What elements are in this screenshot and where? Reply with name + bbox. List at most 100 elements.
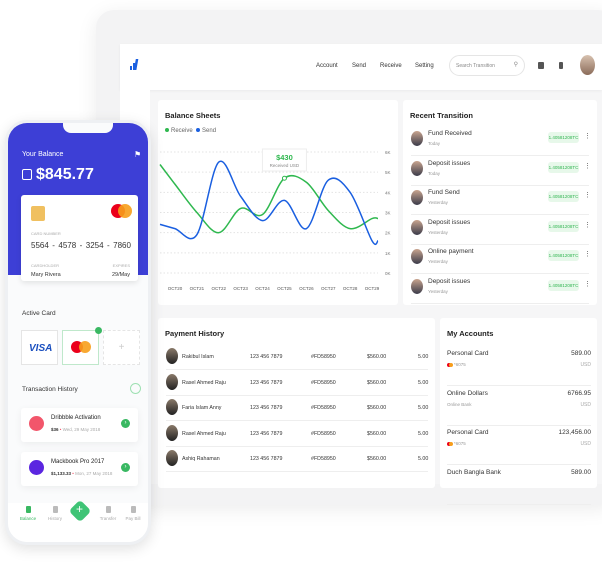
transaction-icon	[29, 416, 44, 431]
mastercard-option[interactable]	[62, 327, 102, 365]
account-unit: USD	[580, 441, 591, 447]
payment-amount: $560.00	[367, 379, 387, 386]
transaction-date: Today	[428, 170, 441, 176]
tab-pay-bill[interactable]: Pay Bill	[123, 506, 143, 521]
highlight-point[interactable]	[281, 175, 287, 181]
payment-fee: 5.00	[418, 405, 429, 411]
phone-app: Your Balance ⚑ $845.77 CARD NUMBER 5564-…	[5, 120, 151, 545]
account-item[interactable]: Online Dollars 6766.95 Online Bank USD	[447, 386, 591, 426]
bell-icon[interactable]: ⚑	[134, 150, 142, 159]
account-value: 6766.95	[567, 389, 592, 397]
message-icon[interactable]	[538, 62, 544, 69]
payment-amount: $560.00	[367, 405, 387, 411]
payment-fee: 5.00	[418, 354, 429, 360]
payment-row[interactable]: Ashiq Rahaman 123 456 7879 #FD58950 $560.00…	[166, 447, 428, 472]
account-unit: USD	[580, 362, 591, 368]
avatar	[166, 373, 178, 390]
more-icon[interactable]: ⋮	[584, 221, 591, 229]
bank-card[interactable]: CARD NUMBER 5564-4578-3254-7860 CARDHOLD…	[21, 195, 138, 281]
more-icon[interactable]: ⋮	[584, 133, 591, 140]
payment-id: #FD58950	[311, 354, 336, 360]
transaction-item[interactable]: Fund Received Today 1.40581208TC ⋮	[411, 127, 591, 156]
avatar	[166, 399, 178, 415]
x-tick-label: OCT25	[277, 286, 292, 291]
transaction-item[interactable]: Deposit issues Yesterday 1.40581208TC ⋮	[411, 216, 591, 245]
notification-icon[interactable]	[559, 62, 563, 69]
more-icon[interactable]: ⋮	[584, 192, 591, 199]
chevron-right-icon[interactable]: ›	[121, 463, 130, 472]
more-icon[interactable]: ⋮	[584, 162, 591, 170]
account-value: 589.00	[571, 468, 591, 476]
nav-send[interactable]: Send	[352, 63, 367, 69]
plus-icon: +	[76, 502, 84, 516]
x-tick-label: OCT27	[321, 286, 336, 291]
account-sub: *6075	[447, 441, 466, 446]
payment-row[interactable]: Rakibul Islam 123 456 7879 #FD58950 $560.00…	[166, 345, 428, 370]
avatar	[166, 348, 178, 364]
x-tick-label: OCT28	[343, 286, 358, 291]
add-card-button[interactable]: +	[103, 330, 140, 365]
payee-name: Rasel Ahmed Raju	[182, 379, 226, 386]
nav-receive[interactable]: Receive	[380, 63, 402, 69]
dashboard-screen: Account Send Receive Setting Search Tran…	[120, 44, 602, 505]
tab-transfer[interactable]: Transfer	[98, 506, 118, 521]
add-transaction-button[interactable]	[130, 383, 141, 394]
transaction-item[interactable]: Deposit issues Yesterday 1.40581208TC ⋮	[411, 275, 591, 304]
transaction-item[interactable]: Online payment Yesterday 1.40581208TC ⋮	[411, 245, 591, 274]
search-icon: ⚲	[513, 62, 518, 68]
my-accounts-card: My Accounts Personal Card 589.00 *6075 USD O…	[440, 318, 597, 505]
amount-badge: 1.40581208TC	[548, 250, 579, 261]
chart-legend: Receive Send	[165, 128, 216, 134]
balance-chart: 0K 1K 2K 3K 4K 5K 6K OCT20 OCT21 OCT22 OCT23 OCT24 O…	[159, 148, 391, 291]
payment-fee: 5.00	[418, 430, 429, 437]
phone-transaction[interactable]: Mackbook Pro 2017 $1,133.33 • Mon, 27 May…	[21, 452, 138, 486]
x-tick-label: OCT20	[168, 286, 183, 291]
payment-id: #FD58950	[311, 379, 336, 386]
avatar	[411, 219, 423, 235]
card-number: 5564-4578-3254-7860	[31, 241, 131, 250]
payment-fee: 5.00	[418, 379, 429, 386]
more-icon[interactable]: ⋮	[584, 280, 591, 288]
payee-phone: 123 456 7879	[250, 405, 283, 411]
top-bar: Account Send Receive Setting Search Tran…	[120, 44, 602, 90]
payment-id: #FD58950	[311, 456, 336, 462]
more-icon[interactable]: ⋮	[584, 251, 591, 258]
y-tick-label: 2K	[385, 231, 391, 236]
transaction-meta: $1,133.33 • Mon, 27 May 2018	[51, 471, 113, 476]
account-item[interactable]: Personal Card 589.00 *6075 USD	[447, 346, 591, 386]
search-placeholder: Search Transition	[456, 63, 495, 69]
x-tick-label: OCT24	[255, 286, 270, 291]
avatar	[411, 249, 423, 264]
payment-amount: $560.00	[367, 430, 387, 437]
tooltip-value: $430	[276, 153, 293, 162]
card-title: Recent Transition	[410, 111, 473, 120]
check-icon	[95, 327, 102, 334]
tab-balance[interactable]: Balance	[18, 506, 38, 521]
payee-name: Rasel Ahmed Raju	[182, 430, 226, 437]
transaction-meta: $36 • Wed, 29 May 2018	[51, 427, 101, 432]
transaction-date: Today	[428, 141, 441, 146]
account-name: Online Dollars	[447, 389, 488, 397]
chevron-right-icon[interactable]: ›	[121, 419, 130, 428]
payment-row[interactable]: Faria Islam Anny 123 456 7879 #FD58950 $560…	[166, 396, 428, 421]
payment-row[interactable]: Rasel Ahmed Raju 123 456 7879 #FD58950 $560…	[166, 371, 428, 396]
y-tick-label: 5K	[385, 170, 391, 175]
nav-account[interactable]: Account	[316, 63, 338, 69]
visa-card-option[interactable]: VISA	[21, 330, 58, 365]
transaction-item[interactable]: Fund Send Yesterday 1.40581208TC ⋮	[411, 186, 591, 215]
x-tick-label: OCT26	[299, 286, 314, 291]
payment-history-card: Payment History Rakibul Islam 123 456 787…	[158, 318, 435, 488]
account-item[interactable]: Duch Bangla Bank 589.00	[447, 465, 591, 505]
transaction-date: Yesterday	[428, 229, 448, 235]
payment-row[interactable]: Rasel Ahmed Raju 123 456 7879 #FD58950 $560…	[166, 422, 428, 447]
search-input[interactable]: Search Transition ⚲	[449, 55, 525, 76]
card-title: Balance Sheets	[165, 111, 221, 120]
nav-setting[interactable]: Setting	[415, 63, 434, 69]
phone-transaction[interactable]: Dribbble Activation $36 • Wed, 29 May 201…	[21, 408, 138, 442]
tab-history[interactable]: History	[45, 506, 65, 521]
user-avatar[interactable]	[580, 55, 595, 75]
payee-name: Faria Islam Anny	[182, 405, 222, 411]
account-item[interactable]: Personal Card 123,456.00 *6075 USD	[447, 425, 591, 465]
transaction-item[interactable]: Deposit issues Today 1.40581208TC ⋮	[411, 157, 591, 186]
active-card-title: Active Card	[22, 310, 56, 317]
